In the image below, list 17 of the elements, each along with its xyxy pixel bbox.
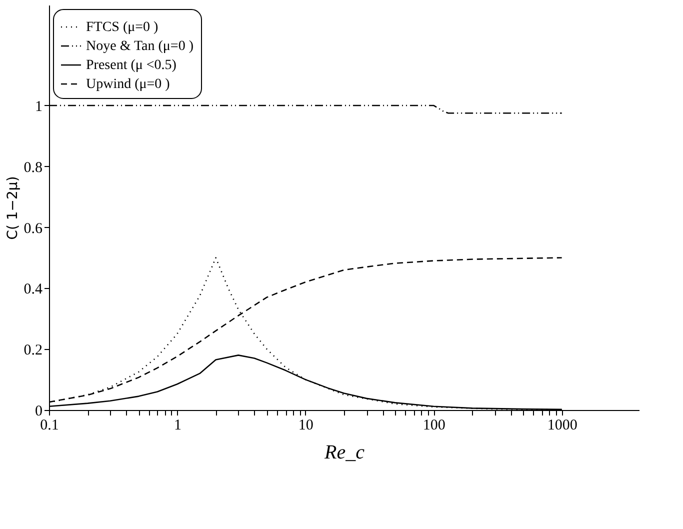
x-tick-label: 1: [174, 418, 182, 434]
legend-label: Noye & Tan (μ=0 ): [86, 39, 194, 54]
legend-label: FTCS (μ=0 ): [86, 20, 159, 35]
y-tick-label: 1: [35, 98, 42, 115]
y-tick-label: 0.2: [24, 342, 42, 359]
y-tick-label: 0.6: [24, 220, 43, 237]
y-tick-label: 0.4: [24, 282, 43, 298]
x-tick-label: 10: [298, 418, 314, 434]
y-tick-label: 0.8: [24, 160, 42, 176]
y-tick-label: 0: [35, 404, 42, 420]
legend-label: Upwind (μ=0 ): [86, 77, 170, 92]
x-tick-label: 100: [422, 418, 446, 434]
y-axis-title: C( 1−2μ): [4, 176, 21, 240]
legend-label: Present (μ <0.5): [86, 58, 177, 73]
x-axis-title: Re_c: [324, 442, 365, 464]
x-tick-label: 0.1: [40, 418, 59, 434]
x-tick-label: 1000: [547, 418, 578, 434]
